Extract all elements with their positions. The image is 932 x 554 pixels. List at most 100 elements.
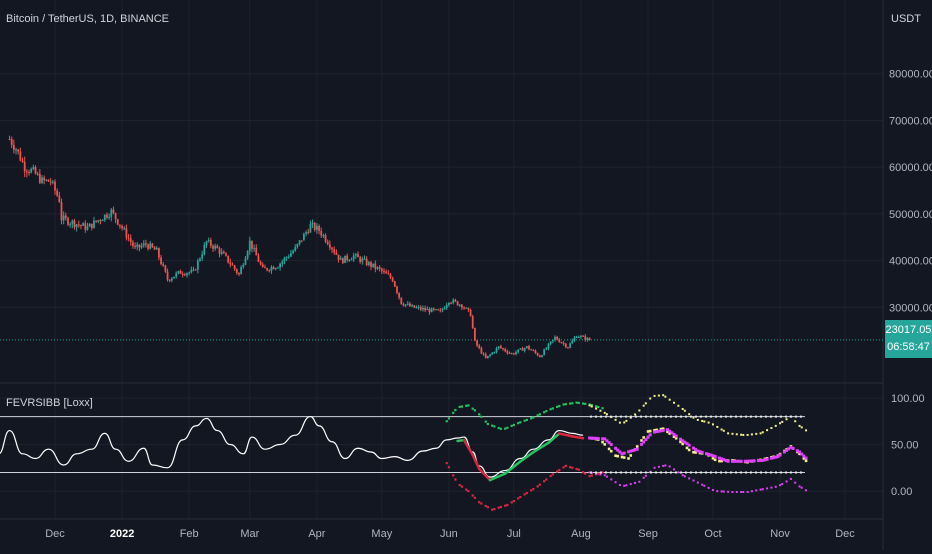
projection-mid-dot	[609, 443, 613, 447]
candle-body	[255, 247, 258, 256]
projection-upper-dot	[653, 394, 656, 397]
projection-upper-dot	[707, 421, 710, 424]
projection-upper-dot	[711, 423, 714, 426]
candle-body	[84, 223, 87, 230]
candle-body	[549, 341, 552, 344]
candle-body	[196, 260, 199, 270]
candle-body	[95, 220, 98, 222]
candle-body	[497, 346, 500, 349]
candle-body	[257, 255, 260, 262]
projection-mid-dot	[629, 449, 633, 453]
candle-body	[480, 347, 483, 354]
candle-body	[23, 161, 26, 172]
candle-body	[90, 223, 93, 229]
candle-body	[523, 348, 526, 351]
projection-mid-dot	[618, 450, 622, 454]
projection-centre-dot	[607, 447, 611, 451]
candle-body	[21, 160, 24, 162]
upper-band-dot	[465, 404, 468, 407]
lower-band-dot	[564, 464, 567, 468]
candle-body	[508, 352, 511, 354]
candle-body	[147, 244, 149, 249]
candle-body	[376, 267, 379, 269]
candle-body	[471, 316, 474, 328]
projection-upper-dot	[731, 432, 734, 435]
projection-centre-dot	[648, 429, 652, 433]
candle-body	[190, 269, 193, 273]
candle-body	[8, 139, 11, 141]
upper-band-dot	[562, 403, 565, 406]
x-axis-tick-label: May	[371, 528, 392, 540]
projection-lower-dot	[707, 486, 710, 489]
projection-upper-dot	[625, 419, 628, 422]
projection-lower-dot	[742, 491, 745, 493]
lower-band-dot	[491, 508, 494, 511]
projection-upper-dot	[634, 413, 637, 416]
lower-band-dot	[460, 485, 464, 488]
candle-body	[15, 149, 17, 151]
lower-band-dot	[499, 505, 502, 509]
candle-body	[326, 241, 329, 245]
projection-lower-dot	[668, 465, 671, 468]
projection-lower-dot	[770, 486, 773, 489]
lower-band-dot	[519, 495, 522, 499]
lower-band-dot	[525, 491, 528, 495]
candle-body	[411, 305, 414, 307]
candle-body	[545, 348, 548, 350]
projection-mid-dot	[717, 456, 721, 460]
upper-band-dot	[519, 421, 522, 424]
projection-centre-dot	[655, 428, 658, 432]
candle-body	[36, 173, 39, 175]
lower-band-dot	[517, 497, 520, 500]
projection-lower-dot	[625, 484, 628, 487]
candle-body	[88, 223, 91, 227]
symbol-title[interactable]: Bitcoin / TetherUS, 1D, BINANCE	[6, 13, 170, 25]
projection-lower-dot	[746, 491, 749, 493]
projection-lower-dot	[623, 484, 626, 487]
projection-centre-dot	[614, 454, 617, 457]
lower-band-dot	[478, 501, 481, 504]
upper-band-dot	[590, 404, 593, 407]
projection-centre-dot	[694, 451, 697, 454]
projection-centre-dot	[620, 455, 624, 459]
x-axis-tick-label: Apr	[308, 528, 325, 540]
candle-body	[463, 307, 465, 309]
signal-overlay-segment	[477, 467, 492, 482]
projection-mid-dot	[776, 455, 780, 459]
projection-mid-dot	[642, 440, 646, 444]
projection-mid-dot	[607, 441, 611, 445]
candle-body	[220, 251, 223, 254]
last-price-badge: 23017.05 06:58:47	[885, 320, 932, 358]
projection-centre-dot	[802, 457, 806, 460]
projection-mid-dot	[672, 432, 676, 436]
projection-lower-dot	[599, 473, 602, 476]
candle-body	[292, 250, 294, 254]
projection-lower-dot	[653, 466, 656, 469]
candle-body	[437, 309, 439, 311]
indicator-title[interactable]: FEVRSIBB [Loxx]	[6, 397, 93, 409]
candle-body	[430, 308, 433, 313]
candle-body	[28, 172, 30, 174]
candle-body	[473, 327, 476, 341]
candle-body	[186, 273, 188, 276]
lower-band-dot	[493, 507, 496, 511]
candle-body	[38, 173, 41, 183]
bar-countdown: 06:58:47	[887, 341, 930, 353]
projection-upper-dot	[770, 427, 773, 430]
candle-body	[517, 349, 520, 353]
candle-body	[155, 248, 158, 250]
candle-body	[551, 339, 554, 342]
candle-body	[151, 243, 154, 248]
projection-mid-dot	[713, 454, 717, 458]
projection-centre-dot	[622, 456, 626, 459]
candle-body	[419, 307, 422, 310]
candle-body	[409, 303, 411, 307]
candle-body	[387, 273, 390, 275]
projection-mid-dot	[748, 459, 752, 463]
projection-upper-dot	[720, 428, 723, 431]
upper-band-dot	[551, 407, 554, 410]
signal-overlay-segment	[547, 432, 561, 445]
candle-body	[445, 305, 448, 309]
